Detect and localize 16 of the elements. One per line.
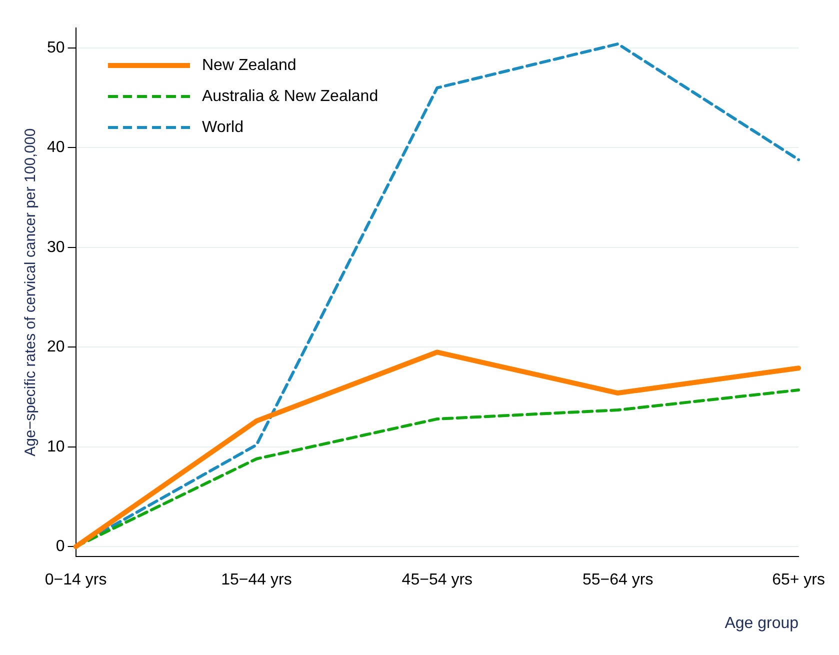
y-tick-label: 0 bbox=[56, 538, 65, 556]
x-tick-label: 15−44 yrs bbox=[221, 572, 292, 589]
y-tick-label: 10 bbox=[47, 438, 65, 456]
y-tick-label: 40 bbox=[47, 139, 65, 156]
y-tick-label: 30 bbox=[47, 238, 65, 256]
legend-label: New Zealand bbox=[202, 56, 296, 74]
x-tick-label: 45−54 yrs bbox=[402, 572, 473, 589]
x-axis-title: Age group bbox=[724, 614, 799, 632]
y-axis-title: Age−specific rates of cervical cancer per 100,000 bbox=[22, 128, 40, 456]
y-tick-label: 20 bbox=[47, 338, 65, 356]
legend-label: World bbox=[202, 118, 244, 136]
y-tick-label: 50 bbox=[47, 39, 65, 56]
x-tick-label: 55−64 yrs bbox=[582, 572, 654, 589]
legend-label: Australia & New Zealand bbox=[202, 88, 378, 106]
x-tick-label: 0−14 yrs bbox=[44, 572, 107, 589]
x-tick-label: 65+ yrs bbox=[772, 572, 826, 589]
